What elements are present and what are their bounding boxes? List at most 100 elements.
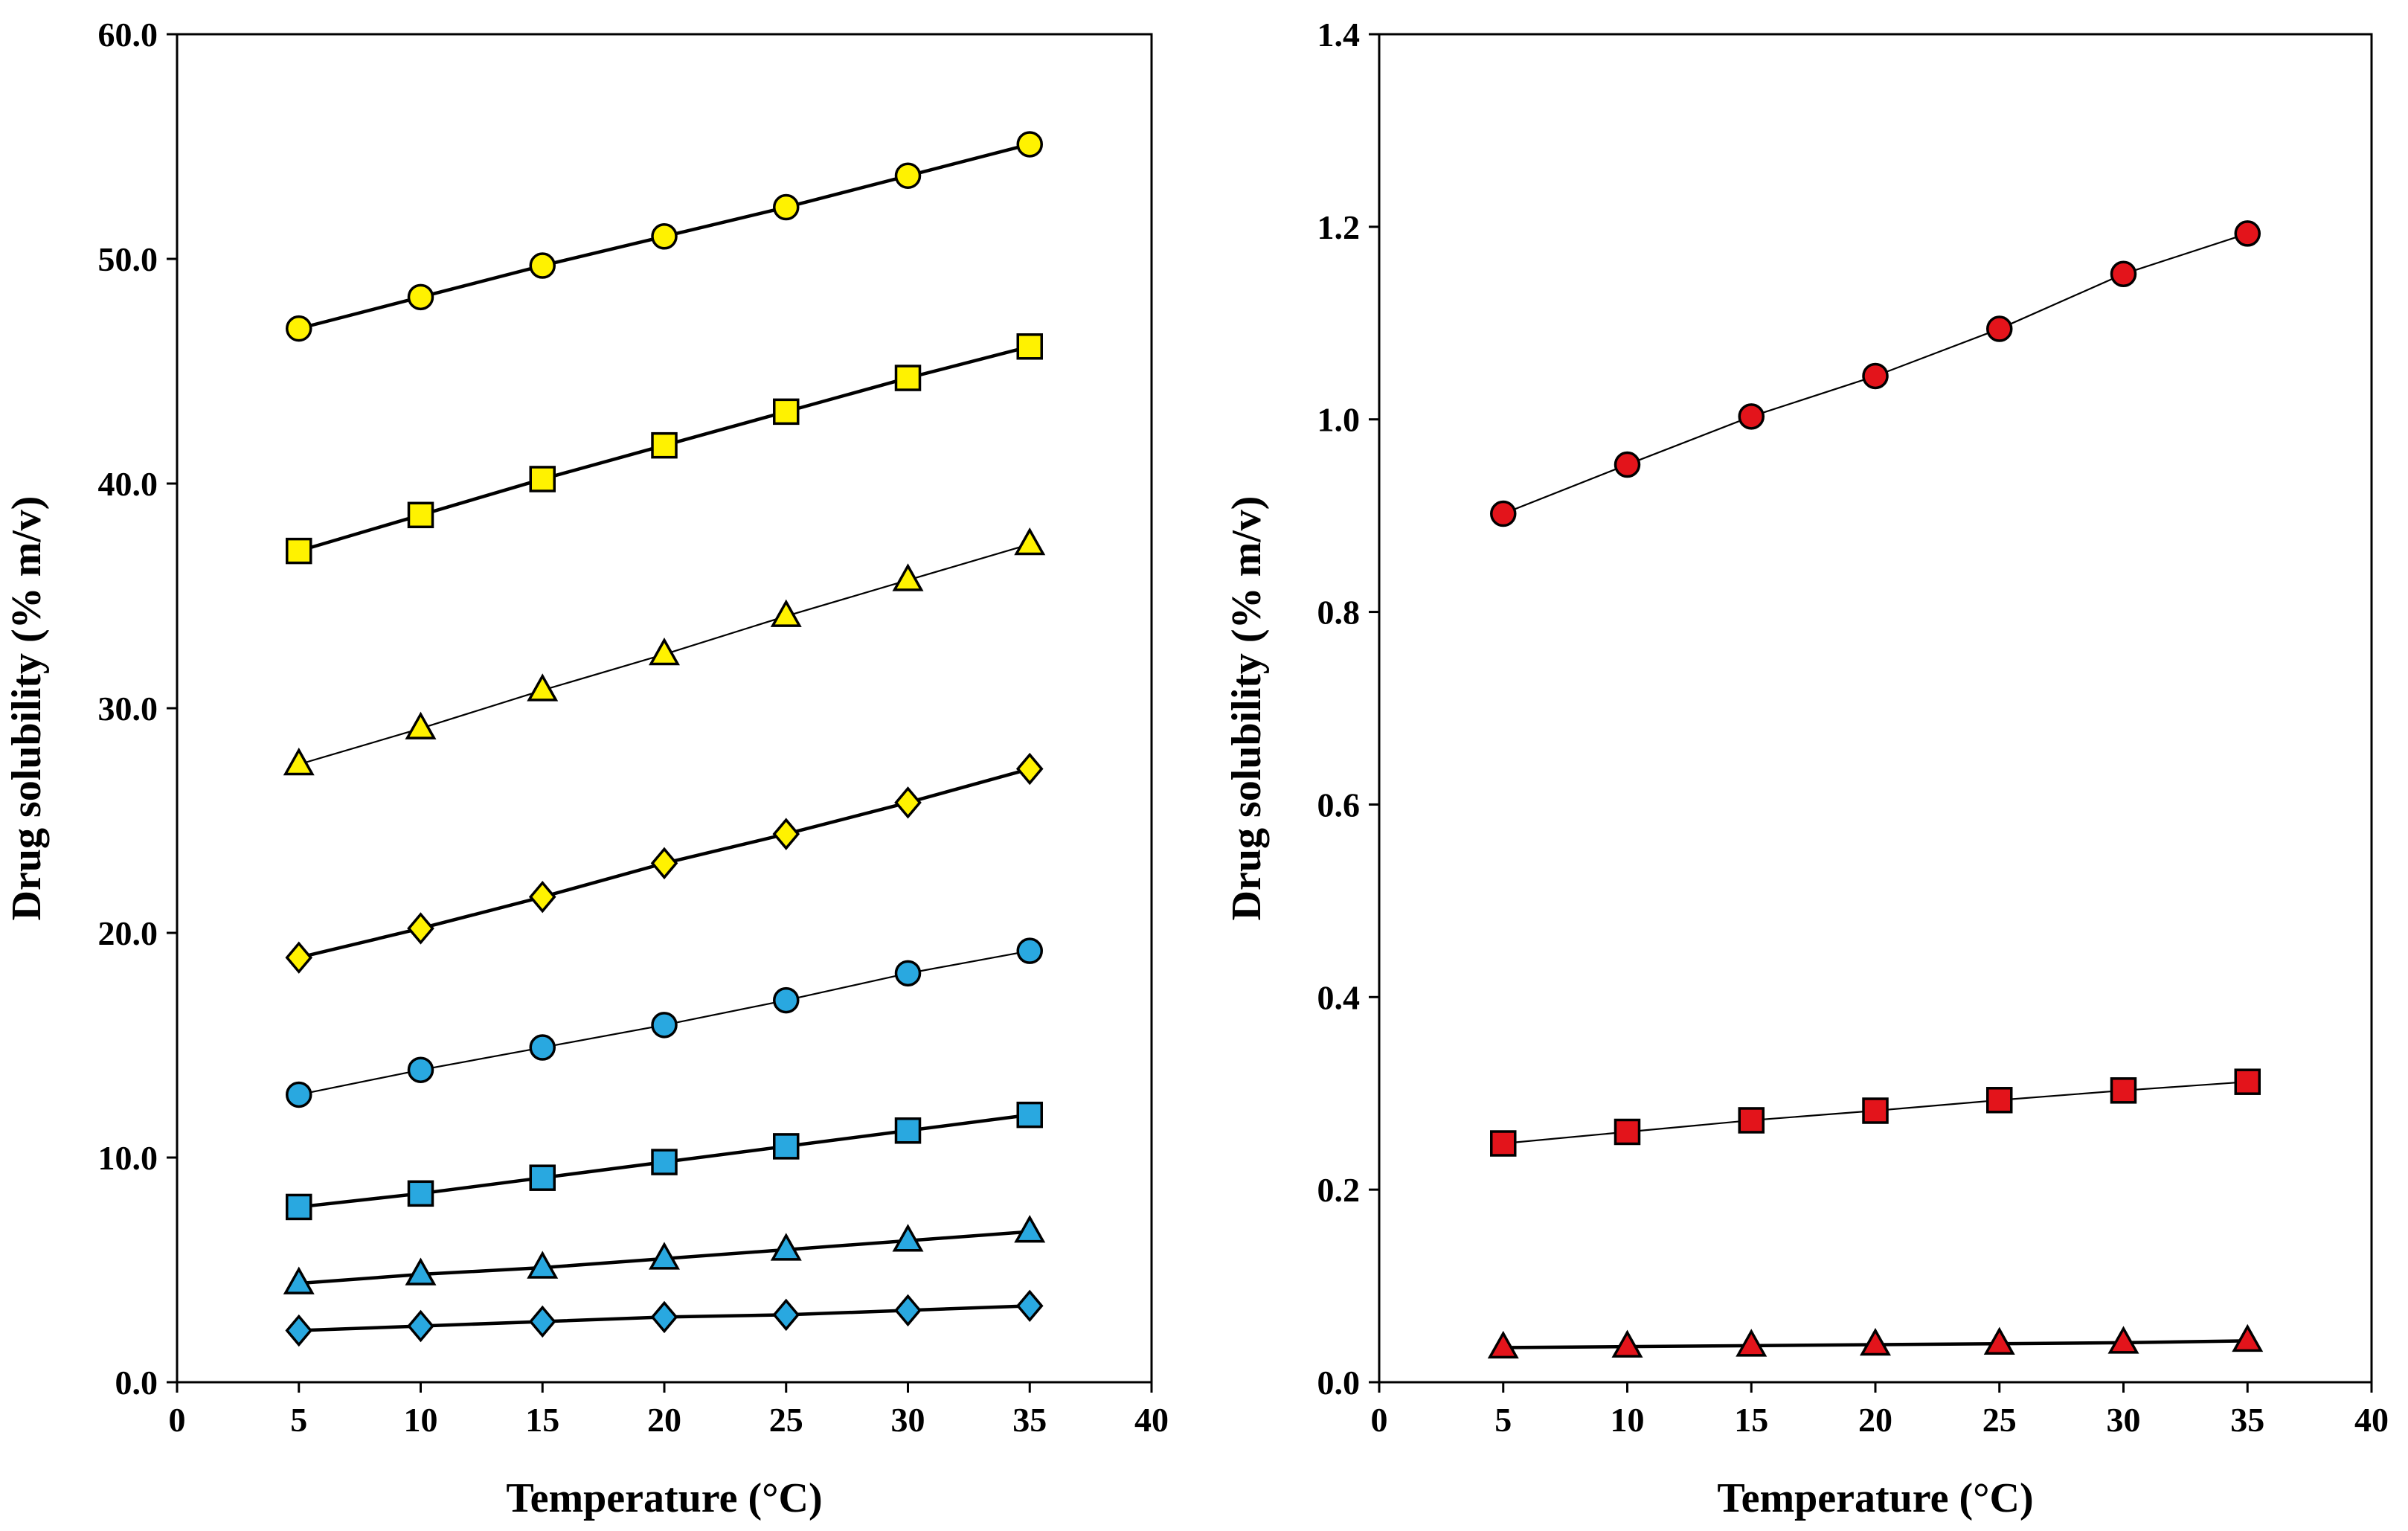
x-axis-title: Temperature (°C) bbox=[1717, 1475, 2033, 1521]
x-tick-label: 20 bbox=[1858, 1401, 1892, 1439]
yellow-square-point bbox=[773, 398, 800, 426]
yellow-circle-point bbox=[773, 193, 800, 221]
x-tick-label: 30 bbox=[2107, 1401, 2141, 1439]
yellow-square-point bbox=[529, 466, 556, 492]
red-circle-point bbox=[2234, 220, 2261, 247]
yellow-diamond-point bbox=[894, 786, 922, 819]
red-square-point bbox=[1862, 1097, 1889, 1124]
blue-diamond-point bbox=[407, 1309, 434, 1343]
y-tick-label: 0.2 bbox=[1317, 1171, 1361, 1209]
x-tick-label: 5 bbox=[1494, 1401, 1512, 1439]
yellow-circle-point bbox=[894, 162, 922, 190]
x-tick-label: 15 bbox=[525, 1401, 559, 1439]
blue-square-point bbox=[529, 1164, 556, 1191]
y-tick-label: 0.4 bbox=[1317, 978, 1361, 1016]
y-tick-label: 0.8 bbox=[1317, 594, 1361, 632]
yellow-square-point bbox=[1016, 333, 1043, 360]
x-tick-label: 5 bbox=[290, 1401, 307, 1439]
red-triangle-point bbox=[1983, 1326, 2015, 1355]
blue-square-point bbox=[773, 1133, 800, 1160]
red-circle-point bbox=[1490, 500, 1517, 527]
y-tick-label: 40.0 bbox=[98, 465, 158, 503]
y-tick-label: 1.0 bbox=[1317, 401, 1361, 439]
blue-square-point bbox=[894, 1117, 922, 1144]
y-tick-label: 10.0 bbox=[98, 1139, 158, 1177]
yellow-diamond-point bbox=[772, 818, 800, 850]
x-axis-title: Temperature (°C) bbox=[506, 1475, 822, 1521]
blue-triangle-point bbox=[283, 1266, 315, 1294]
red-circle-point bbox=[1986, 315, 2013, 342]
blue-circle-point bbox=[1016, 937, 1043, 964]
yellow-diamond-point bbox=[407, 912, 434, 945]
yellow-circle-point bbox=[407, 283, 434, 311]
yellow-square-point bbox=[286, 537, 312, 565]
red-circle-point bbox=[2110, 260, 2137, 288]
plot-frame bbox=[1378, 33, 2373, 1384]
y-tick-label: 0.0 bbox=[115, 1364, 158, 1402]
red-triangle-point bbox=[2107, 1326, 2139, 1354]
blue-diamond-point bbox=[1015, 1289, 1044, 1323]
blue-square-point bbox=[286, 1193, 312, 1221]
blue-triangle-point bbox=[770, 1233, 802, 1261]
yellow-diamond-point bbox=[650, 847, 678, 880]
red-circle-point bbox=[1738, 403, 1765, 430]
x-tick-label: 25 bbox=[769, 1401, 803, 1439]
red-circle-point bbox=[1614, 451, 1641, 478]
blue-triangle-point bbox=[405, 1257, 437, 1286]
y-tick-label: 0.6 bbox=[1317, 786, 1361, 824]
blue-triangle-point bbox=[649, 1242, 680, 1270]
blue-circle-point bbox=[773, 986, 800, 1014]
yellow-triangle-point bbox=[283, 747, 315, 776]
yellow-triangle-point bbox=[892, 563, 924, 591]
x-tick-label: 40 bbox=[2354, 1401, 2389, 1439]
blue-square-point bbox=[1016, 1101, 1043, 1129]
red-square-point bbox=[1614, 1118, 1641, 1146]
blue-diamond-point bbox=[772, 1298, 800, 1332]
yellow-triangle-point bbox=[405, 711, 437, 739]
x-tick-label: 10 bbox=[1611, 1401, 1645, 1439]
blue-diamond-point bbox=[894, 1294, 922, 1327]
y-tick-label: 20.0 bbox=[98, 914, 158, 952]
right-chart-panel: 0 5 10 15 20 25 30 35 40 0.0 0.2 0.4 0.6 0.8 1.0 1.2 1.4… bbox=[1224, 16, 2389, 1521]
yellow-square-point bbox=[407, 501, 434, 529]
yellow-diamond-point bbox=[1015, 752, 1044, 786]
yellow-triangle-point bbox=[527, 673, 559, 702]
blue-diamond-point bbox=[285, 1314, 313, 1347]
blue-triangle-point bbox=[892, 1224, 924, 1252]
yellow-diamond-point bbox=[528, 880, 556, 914]
red-square-point bbox=[2234, 1068, 2261, 1095]
y-tick-label: 1.2 bbox=[1317, 208, 1361, 246]
yellow-circle-point bbox=[1016, 131, 1043, 158]
yellow-circle-point bbox=[651, 223, 678, 250]
blue-square-point bbox=[407, 1180, 434, 1207]
yellow-triangle-point bbox=[770, 599, 802, 627]
blue-square-point bbox=[651, 1149, 678, 1175]
y-tick-label: 30.0 bbox=[98, 690, 158, 728]
red-square-point bbox=[2110, 1077, 2137, 1104]
y-axis-title: Drug solubility (% m/v) bbox=[4, 496, 50, 921]
yellow-triangle-point bbox=[649, 637, 680, 666]
yellow-diamond-point bbox=[285, 941, 313, 974]
red-square-point bbox=[1490, 1130, 1517, 1157]
x-tick-label: 35 bbox=[1012, 1401, 1047, 1439]
red-triangle-point bbox=[2232, 1323, 2264, 1352]
yellow-square-point bbox=[894, 365, 922, 391]
red-triangle-point bbox=[1736, 1329, 1768, 1357]
blue-circle-point bbox=[286, 1081, 312, 1108]
x-tick-label: 0 bbox=[169, 1401, 186, 1439]
y-tick-label: 0.0 bbox=[1317, 1364, 1361, 1402]
y-axis-title: Drug solubility (% m/v) bbox=[1224, 496, 1270, 921]
yellow-circle-point bbox=[529, 252, 556, 279]
x-tick-label: 15 bbox=[1734, 1401, 1768, 1439]
left-chart-panel: 0 5 10 15 20 25 30 35 40 0.0 10.0 20.0 30.0 40.0 50.0 6… bbox=[4, 16, 1169, 1521]
blue-circle-point bbox=[407, 1056, 434, 1083]
yellow-circle-point bbox=[286, 315, 312, 342]
blue-triangle-point bbox=[527, 1251, 559, 1279]
x-tick-label: 10 bbox=[404, 1401, 438, 1439]
x-tick-label: 20 bbox=[647, 1401, 681, 1439]
red-circle-point bbox=[1862, 362, 1889, 390]
blue-triangle-point bbox=[1014, 1215, 1046, 1243]
x-tick-label: 40 bbox=[1134, 1401, 1169, 1439]
red-triangle-point bbox=[1860, 1327, 1891, 1356]
x-tick-label: 30 bbox=[891, 1401, 925, 1439]
